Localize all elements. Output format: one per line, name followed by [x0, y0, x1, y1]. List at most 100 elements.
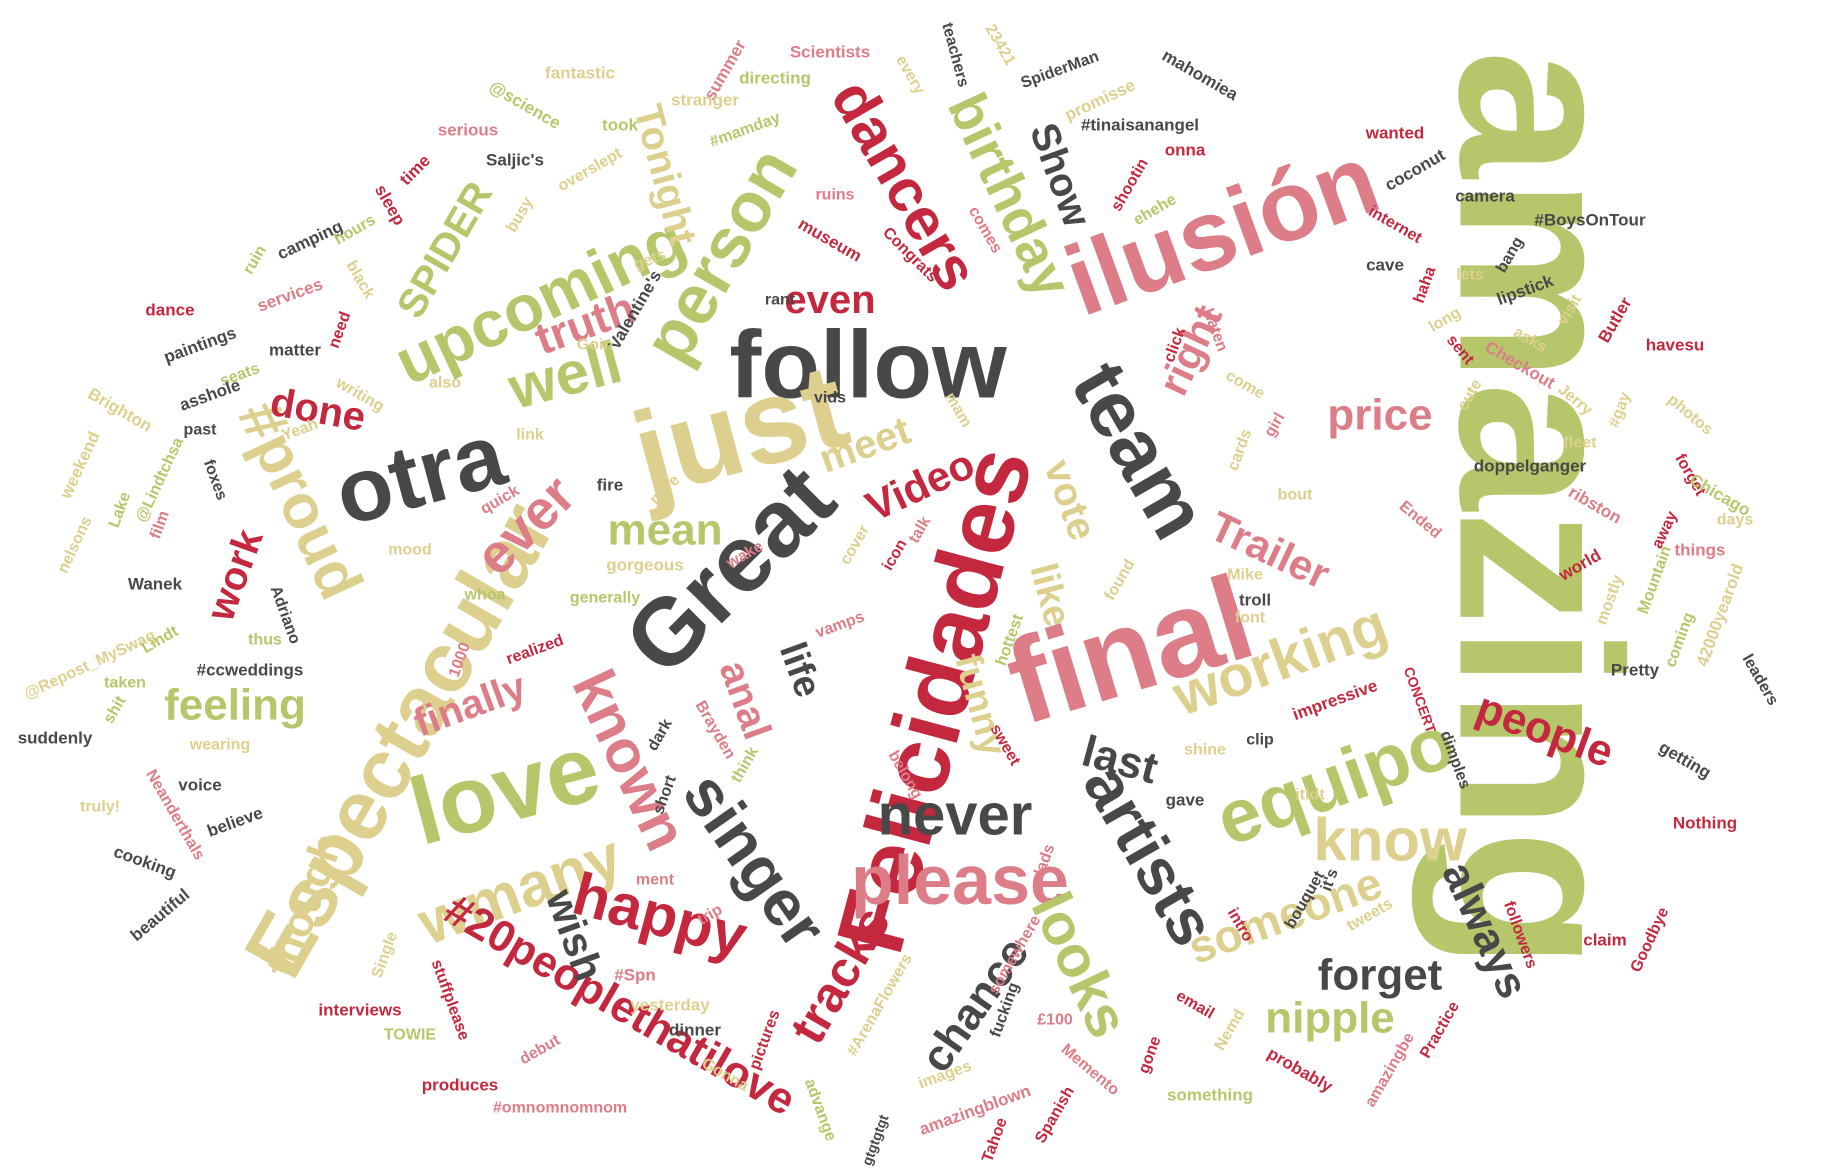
word-foxes: foxes: [200, 457, 230, 502]
word-omnomnomnom: #omnomnomnom: [493, 1100, 627, 1117]
word-saljic-s: Saljic's: [486, 151, 544, 170]
word-gave: gave: [1166, 791, 1205, 810]
word-leaders: leaders: [1739, 651, 1782, 708]
word-link: link: [516, 427, 544, 444]
word-never: never: [878, 783, 1033, 848]
word-even: even: [784, 278, 875, 322]
word-weekend: weekend: [56, 428, 104, 502]
word-pretty: Pretty: [1611, 661, 1660, 680]
word-come: come: [1223, 367, 1268, 403]
word-wanted: wanted: [1365, 124, 1425, 143]
word-vote: vote: [1035, 454, 1104, 546]
word-mean: mean: [608, 506, 723, 555]
word-nothing: Nothing: [1673, 814, 1737, 833]
word-busy: busy: [503, 194, 536, 235]
word-ruins: ruins: [815, 187, 854, 204]
word-work: work: [198, 523, 272, 627]
word-also: also: [429, 375, 461, 392]
word-23421: 23421: [982, 21, 1019, 68]
word-tinaisanangel: #tinaisanangel: [1081, 116, 1199, 135]
word-days: days: [1717, 512, 1754, 529]
word-generally: generally: [570, 590, 640, 607]
word-vids: vids: [814, 390, 846, 407]
word-claim: claim: [1583, 931, 1626, 950]
word-spiderman: SpiderMan: [1019, 48, 1102, 92]
word-mahomiea: mahomiea: [1159, 46, 1242, 105]
word-matter: matter: [269, 341, 321, 360]
word-nipple: nipple: [1265, 994, 1395, 1043]
word-stranger: stranger: [671, 91, 739, 110]
word-cards: cards: [1225, 427, 1256, 473]
word-paintings: paintings: [161, 323, 239, 367]
word-thus: thus: [248, 632, 282, 649]
word-hours: hours: [332, 211, 379, 248]
word-know: know: [1313, 807, 1467, 874]
word-sleep: sleep: [371, 181, 409, 228]
word-mood: mood: [388, 542, 432, 559]
word-gone: gone: [1135, 1034, 1164, 1076]
word-lindt: Lindt: [139, 623, 182, 658]
word-repost-myswag: @Repost_MySwag: [22, 627, 159, 703]
word-it-s: it's: [1318, 866, 1342, 893]
word-shine: shine: [1184, 742, 1226, 759]
word-debut: debut: [517, 1031, 564, 1068]
word-interviews: interviews: [318, 1001, 401, 1020]
word-wearing: wearing: [189, 737, 250, 754]
word-beautiful: beautiful: [127, 885, 193, 945]
word-vamps: vamps: [813, 608, 867, 641]
word-something: something: [1167, 1086, 1253, 1105]
word-forget: forget: [1318, 951, 1443, 1000]
word-email: email: [1173, 987, 1217, 1022]
word-fantastic: fantastic: [545, 64, 615, 83]
word-whoa: whoa: [464, 587, 506, 604]
word-brighton: Brighton: [85, 384, 156, 436]
word-font: font: [1235, 610, 1266, 627]
word-dance: dance: [145, 301, 194, 320]
word-spn: #Spn: [614, 966, 656, 985]
word-amazing: amazing: [1412, 50, 1669, 970]
word-feeling: feeling: [164, 681, 306, 730]
word-boysontour: #BoysOnTour: [1534, 211, 1646, 230]
word-probably: probably: [1264, 1044, 1336, 1097]
word-girl: girl: [1261, 410, 1288, 440]
word-every: every: [892, 53, 928, 98]
word-truly: truly!: [80, 799, 120, 816]
word-dinner: dinner: [669, 1021, 721, 1040]
word-amazingblown: amazingblown: [917, 1081, 1034, 1139]
word-havesu: havesu: [1646, 336, 1705, 355]
word-goin: Goin: [577, 337, 613, 354]
word-asshole: asshole: [177, 375, 243, 415]
word-bout: bout: [1278, 487, 1313, 504]
word-lake: Lake: [106, 490, 134, 530]
word-past: past: [184, 422, 218, 439]
word-rant: rant: [765, 292, 796, 309]
word-fire: fire: [597, 476, 623, 495]
word-life: life: [771, 637, 829, 703]
word-things: things: [1675, 541, 1726, 560]
word-teachers: teachers: [938, 21, 971, 89]
word-black: black: [342, 258, 377, 302]
word-need: need: [326, 310, 355, 351]
word-suddenly: suddenly: [18, 729, 93, 748]
word-produces: produces: [422, 1076, 499, 1095]
word-took: took: [602, 116, 638, 135]
word-photos: photos: [1664, 391, 1716, 438]
word-spanish: Spanish: [1032, 1084, 1078, 1146]
word-believe: believe: [205, 803, 266, 841]
word-cooking: cooking: [111, 842, 179, 882]
word-yesterday: yesterday: [630, 996, 710, 1015]
word-onna: onna: [1165, 141, 1206, 160]
word-towie: TOWIE: [384, 1027, 436, 1044]
word-nelsons: nelsons: [55, 514, 96, 576]
word-mike: Mike: [1227, 567, 1263, 584]
word-camera: camera: [1455, 187, 1515, 206]
word-voice: voice: [178, 776, 221, 795]
word-advange: advange: [801, 1077, 839, 1144]
word-nemd: Nemd: [1212, 1007, 1249, 1054]
word-wanek: Wanek: [128, 575, 183, 594]
word-ment: ment: [636, 872, 675, 889]
word-time: time: [396, 151, 434, 189]
word-pictures: pictures: [746, 1008, 783, 1072]
word-100: £100: [1037, 1012, 1073, 1029]
word-price: price: [1327, 391, 1432, 440]
